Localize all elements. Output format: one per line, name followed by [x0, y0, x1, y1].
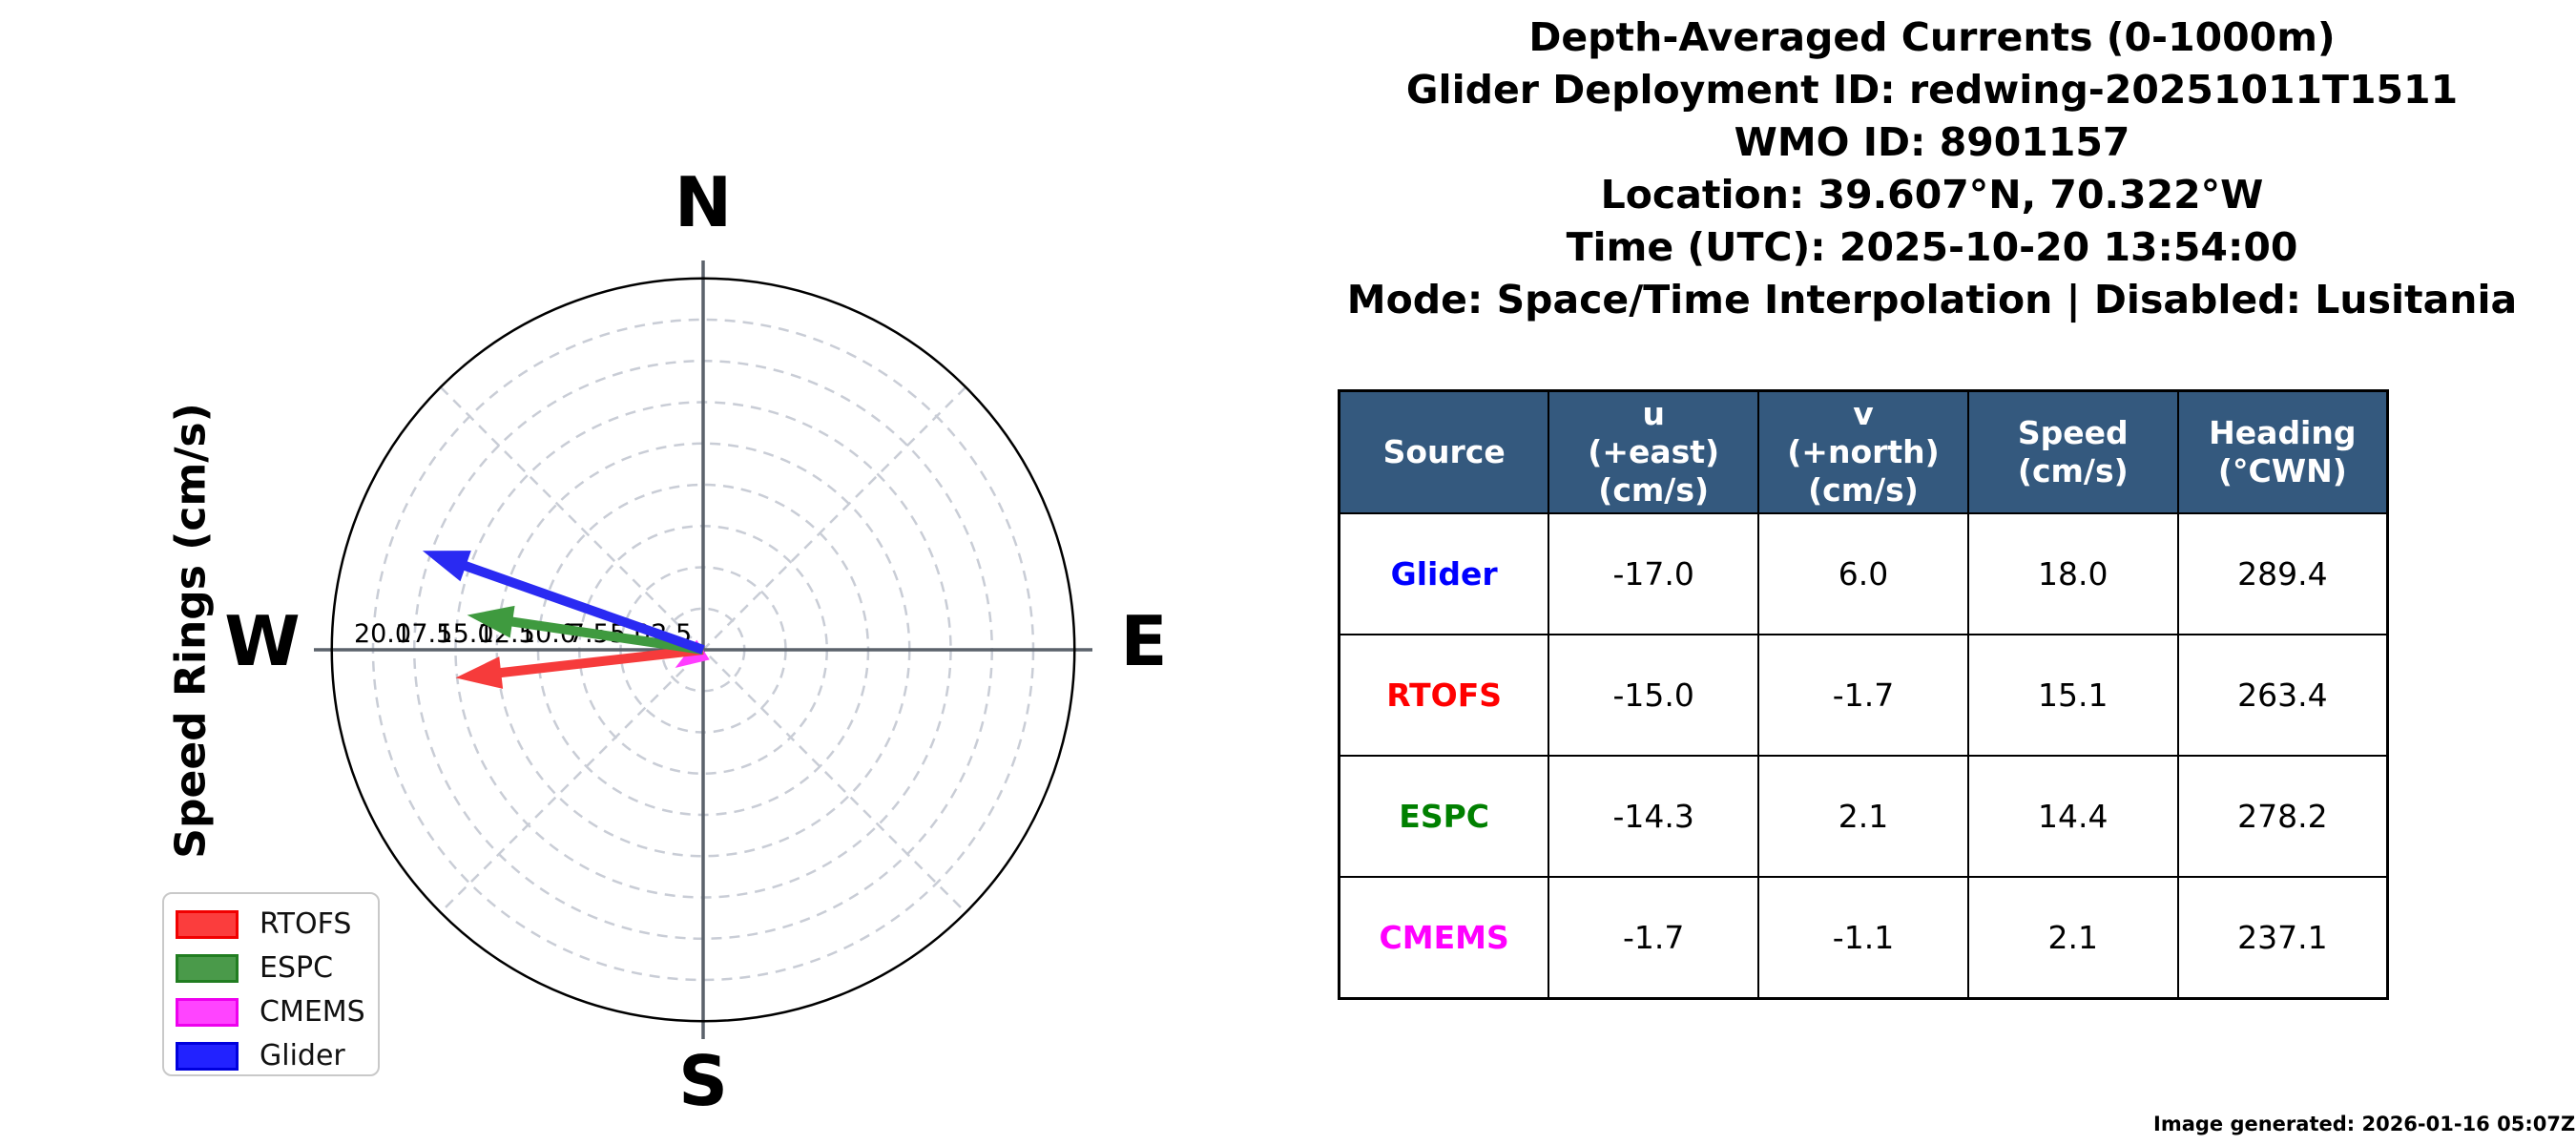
table-header-row: Source u (+east) (cm/s) v (+north) (cm/s…	[1338, 389, 2389, 514]
vector-shaft-espc	[509, 616, 704, 655]
cmems-swatch-icon	[176, 998, 239, 1027]
mode-line: Mode: Space/Time Interpolation | Disable…	[1346, 277, 2518, 323]
col-header-speed: Speed (cm/s)	[1966, 389, 2179, 514]
v-cell: 2.1	[1757, 755, 1969, 878]
v-cell: 6.0	[1757, 512, 1969, 635]
speed-cell: 14.4	[1966, 755, 2179, 878]
outer-circle	[330, 277, 1076, 1023]
ring-tick-label-20: 20.0	[354, 619, 411, 649]
currents-table: Source u (+east) (cm/s) v (+north) (cm/s…	[1338, 389, 2389, 1000]
u-cell: -1.7	[1548, 876, 1760, 1000]
legend-item-rtofs: RTOFS	[176, 903, 378, 947]
time-line: Time (UTC): 2025-10-20 13:54:00	[1566, 224, 2298, 270]
image-generated-timestamp: Image generated: 2026-01-16 05:07Z	[2153, 1113, 2576, 1135]
table-row-espc: ESPC -14.3 2.1 14.4 278.2	[1338, 755, 2389, 878]
location-line: Location: 39.607°N, 70.322°W	[1600, 172, 2264, 218]
heading-cell: 289.4	[2176, 512, 2389, 635]
v-cell: -1.1	[1757, 876, 1969, 1000]
compass-label-west: W	[224, 601, 301, 681]
title-block: Depth-Averaged Currents (0-1000m) Glider…	[1331, 11, 2533, 326]
source-cell: CMEMS	[1338, 876, 1550, 1000]
espc-swatch-icon	[176, 954, 239, 983]
vector-head-rtofs	[455, 656, 504, 689]
legend-label: ESPC	[260, 951, 334, 985]
u-cell: -15.0	[1548, 634, 1760, 757]
table-row-cmems: CMEMS -1.7 -1.1 2.1 237.1	[1338, 876, 2389, 1000]
legend-item-cmems: CMEMS	[176, 990, 378, 1034]
col-header-heading: Heading (°CWN)	[2176, 389, 2389, 514]
speed-rings-axis-label: Speed Rings (cm/s)	[166, 403, 216, 859]
col-header-source: Source	[1338, 389, 1550, 514]
col-header-v: v (+north) (cm/s)	[1757, 389, 1969, 514]
speed-cell: 18.0	[1966, 512, 2179, 635]
ring-tick-label-17.5: 17.5	[395, 619, 452, 649]
deployment-id-line: Glider Deployment ID: redwing-20251011T1…	[1405, 67, 2459, 113]
legend: RTOFS ESPC CMEMS Glider	[162, 892, 380, 1076]
table-row-rtofs: RTOFS -15.0 -1.7 15.1 263.4	[1338, 634, 2389, 757]
rtofs-swatch-icon	[176, 910, 239, 939]
legend-label: RTOFS	[260, 907, 352, 941]
vector-head-espc	[467, 605, 515, 638]
source-cell: Glider	[1338, 512, 1550, 635]
u-cell: -17.0	[1548, 512, 1760, 635]
source-cell: RTOFS	[1338, 634, 1550, 757]
legend-label: Glider	[260, 1039, 345, 1072]
legend-item-glider: Glider	[176, 1034, 378, 1078]
compass-label-north: N	[674, 162, 733, 242]
compass-label-south: S	[678, 1041, 728, 1121]
col-header-u: u (+east) (cm/s)	[1548, 389, 1760, 514]
heading-cell: 263.4	[2176, 634, 2389, 757]
speed-cell: 15.1	[1966, 634, 2179, 757]
polar-current-plot: 2.55.07.510.012.515.017.520.0	[314, 260, 1092, 1039]
glider-swatch-icon	[176, 1042, 239, 1071]
source-cell: ESPC	[1338, 755, 1550, 878]
legend-label: CMEMS	[260, 995, 365, 1029]
u-cell: -14.3	[1548, 755, 1760, 878]
vector-head-glider	[422, 551, 471, 582]
vector-shaft-rtofs	[498, 645, 704, 678]
table-row-glider: Glider -17.0 6.0 18.0 289.4	[1338, 512, 2389, 635]
vector-shaft-glider	[462, 560, 705, 655]
heading-cell: 278.2	[2176, 755, 2389, 878]
compass-label-east: E	[1120, 601, 1168, 681]
speed-cell: 2.1	[1966, 876, 2179, 1000]
heading-cell: 237.1	[2176, 876, 2389, 1000]
v-cell: -1.7	[1757, 634, 1969, 757]
ring-tick-label-15: 15.0	[436, 619, 493, 649]
legend-item-espc: ESPC	[176, 947, 378, 990]
page-title: Depth-Averaged Currents (0-1000m)	[1528, 14, 2336, 60]
wmo-id-line: WMO ID: 8901157	[1734, 119, 2130, 165]
